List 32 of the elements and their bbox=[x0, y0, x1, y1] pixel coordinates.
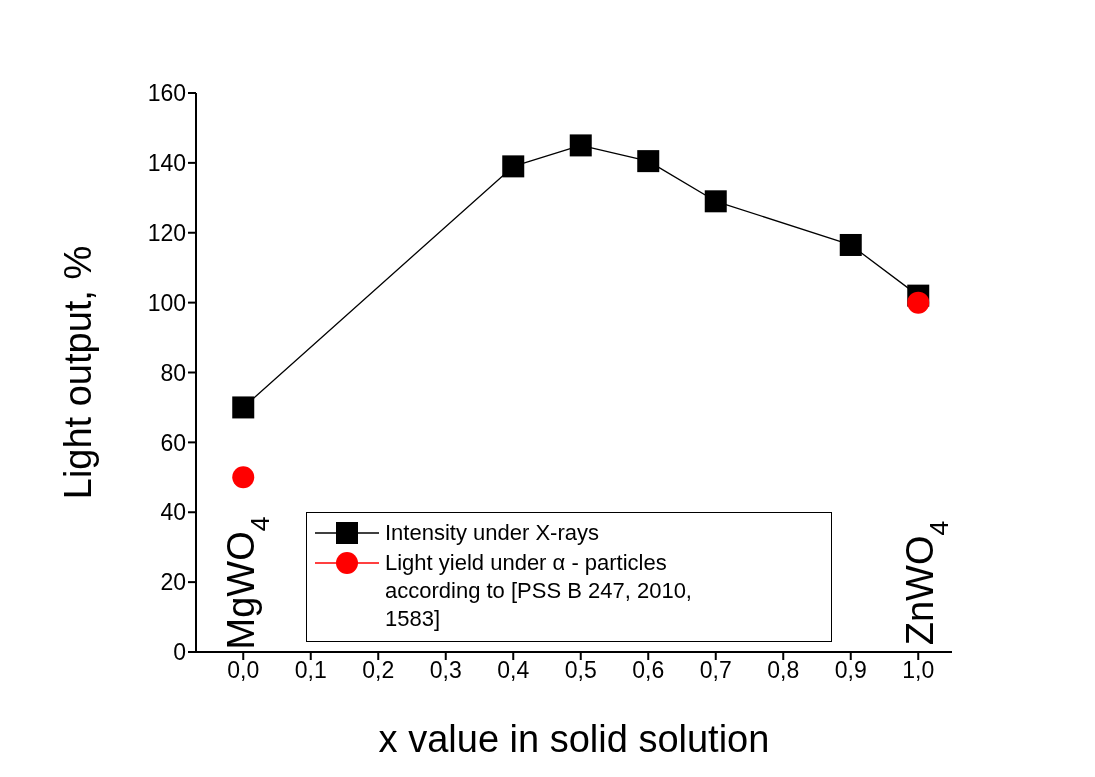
y-tick-label: 80 bbox=[160, 359, 186, 386]
x-tick-label: 1,0 bbox=[902, 657, 935, 684]
x-tick-label: 0,4 bbox=[497, 657, 530, 684]
y-axis-title: Light output, % bbox=[57, 245, 100, 500]
y-tick-label: 20 bbox=[160, 569, 186, 596]
point bbox=[569, 134, 592, 157]
x-tick-label: 0,6 bbox=[632, 657, 665, 684]
x-tick-label: 0,2 bbox=[362, 657, 395, 684]
point bbox=[232, 396, 255, 419]
x-tick-label: 0,0 bbox=[227, 657, 260, 684]
y-tick-label: 60 bbox=[160, 429, 186, 456]
point bbox=[839, 233, 862, 256]
y-tick-label: 0 bbox=[173, 639, 186, 666]
point bbox=[704, 190, 727, 213]
x-tick-label: 0,3 bbox=[429, 657, 462, 684]
point bbox=[907, 291, 930, 314]
y-tick-label: 40 bbox=[160, 499, 186, 526]
x-tick-label: 0,1 bbox=[294, 657, 327, 684]
x-tick-label: 0,9 bbox=[834, 657, 867, 684]
y-tick-label: 120 bbox=[147, 219, 186, 246]
point bbox=[232, 466, 255, 489]
y-tick-label: 100 bbox=[147, 289, 186, 316]
legend-label: Light yield under α - particles according to [PSS B 247, 2010, 1583] bbox=[385, 549, 693, 633]
x-tick-label: 0,7 bbox=[699, 657, 732, 684]
point bbox=[502, 155, 525, 178]
point bbox=[637, 150, 660, 173]
legend-label: Intensity under X-rays bbox=[385, 519, 600, 547]
y-tick-label: 140 bbox=[147, 150, 186, 177]
y-tick-label: 160 bbox=[147, 80, 186, 107]
x-tick-label: 0,5 bbox=[564, 657, 597, 684]
x-axis-title: x value in solid solution bbox=[378, 718, 770, 760]
x-tick-label: 0,8 bbox=[767, 657, 800, 684]
